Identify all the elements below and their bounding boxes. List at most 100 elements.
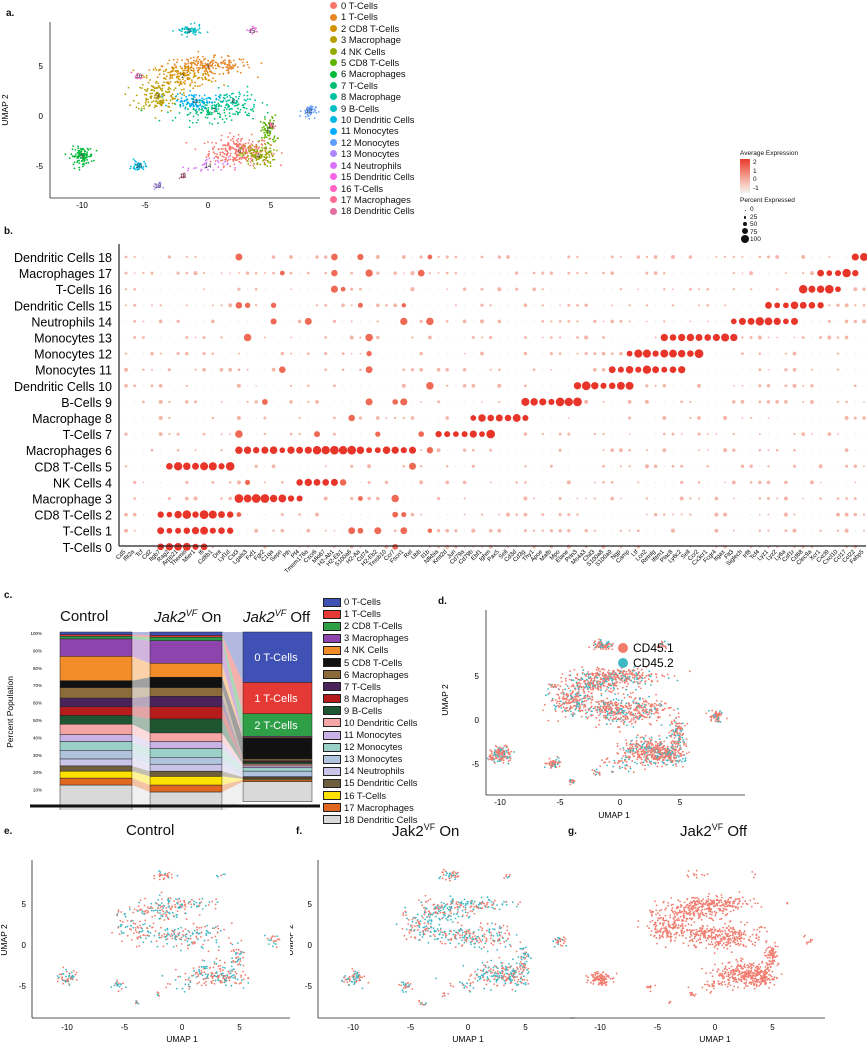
stacked-bar-segment <box>149 776 223 786</box>
umap-point <box>235 110 238 113</box>
umap-point <box>252 117 254 120</box>
umap-point <box>566 702 568 705</box>
dot-plot-point <box>191 527 200 535</box>
umap-point <box>638 677 641 680</box>
dot-plot-point <box>854 433 856 435</box>
umap-point <box>149 95 152 98</box>
umap-point <box>276 137 279 140</box>
dot-plot-point <box>542 417 544 419</box>
umap-point <box>234 152 237 155</box>
umap-point <box>573 687 576 690</box>
dot-plot-point <box>533 337 535 338</box>
dot-plot-point <box>863 449 865 451</box>
umap-point <box>314 109 317 112</box>
pct-legend-item: 0 <box>740 206 798 214</box>
dot-plot-point <box>350 304 353 307</box>
percent-tick-label: 10% <box>33 788 42 793</box>
umap-point <box>202 105 205 108</box>
umap-point <box>593 684 596 687</box>
dot-plot-point <box>663 256 665 258</box>
dot-plot-point <box>654 384 657 387</box>
dot-plot-point <box>783 496 788 501</box>
umap-point <box>658 756 661 759</box>
dot-plot-point <box>863 385 865 387</box>
dot-plot-point <box>677 349 686 358</box>
dot-plot-point <box>585 497 588 500</box>
dot-plot-point <box>783 512 788 517</box>
umap-point <box>674 743 677 745</box>
umap-point <box>195 94 198 96</box>
dot-plot-point <box>863 529 865 532</box>
stacked-legend-label: 13 Monocytes <box>344 753 403 765</box>
dot-plot-point <box>124 304 128 307</box>
umap-point <box>189 104 192 107</box>
dot-plot-point <box>610 319 615 324</box>
dot-plot-point <box>750 449 752 451</box>
dot-plot-point <box>550 481 552 483</box>
dot-row-label: NK Cells 4 <box>53 476 112 490</box>
dot-plot-point <box>559 385 561 387</box>
dot-plot-point <box>792 528 797 533</box>
dot-plot-point <box>768 288 769 290</box>
stacked-legend-item: 5 CD8 T-Cells <box>323 656 417 668</box>
umap-point <box>246 156 249 159</box>
umap-point <box>190 64 193 66</box>
dot-plot-point <box>332 319 337 324</box>
dot-plot-point <box>229 288 231 290</box>
umap-point <box>655 673 657 676</box>
cluster-swatch <box>330 47 337 55</box>
gene-label: Plh <box>282 549 292 559</box>
dot-plot-point <box>273 481 275 483</box>
dot-plot-point <box>715 353 717 355</box>
umap-point <box>82 152 85 155</box>
umap-point <box>663 757 666 760</box>
umap-point <box>596 681 598 684</box>
dot-plot-point <box>281 465 283 467</box>
dot-plot-point <box>247 417 249 419</box>
umap-point <box>183 94 186 97</box>
umap-point <box>242 61 244 64</box>
dot-plot-point <box>663 320 666 323</box>
umap-point <box>242 144 245 146</box>
umap-point <box>211 104 214 107</box>
dot-plot-point <box>279 270 285 276</box>
dot-plot-point <box>715 288 717 290</box>
dot-plot-point <box>707 514 709 516</box>
dot-plot-point <box>377 465 379 467</box>
umap-point <box>224 59 227 61</box>
x-tick-label: 0 <box>206 201 211 210</box>
dot-plot-point <box>254 400 258 404</box>
umap-point <box>573 668 576 671</box>
umap-point <box>192 108 195 111</box>
cluster-swatch <box>330 161 337 169</box>
umap-point <box>638 753 641 756</box>
dot-plot-point <box>819 497 822 500</box>
dot-plot-point <box>549 271 554 275</box>
umap-point <box>554 706 557 708</box>
dot-plot-point <box>619 287 623 291</box>
umap-point <box>642 761 645 764</box>
dot-plot-point <box>464 256 466 258</box>
dot-plot-point <box>307 417 309 419</box>
umap-point <box>212 147 214 150</box>
umap-point <box>167 105 170 108</box>
dot-plot-point <box>255 369 257 371</box>
umap-point <box>193 96 196 98</box>
umap-point <box>556 700 559 703</box>
dot-plot-point <box>229 401 231 403</box>
dot-plot-point <box>194 336 197 339</box>
dot-plot-point <box>828 498 830 499</box>
dot-plot-point <box>498 368 501 371</box>
umap-point <box>174 87 177 89</box>
umap-point <box>85 162 88 165</box>
umap-point <box>575 677 578 679</box>
umap-point <box>625 739 627 741</box>
umap-point <box>177 72 180 75</box>
dot-plot-point <box>794 256 795 258</box>
umap-point <box>632 681 635 684</box>
dot-plot-point <box>254 287 258 291</box>
dot-plot-point <box>142 514 144 516</box>
umap-point <box>237 145 240 148</box>
dot-plot-point <box>672 320 674 322</box>
dot-plot-point <box>619 256 622 258</box>
